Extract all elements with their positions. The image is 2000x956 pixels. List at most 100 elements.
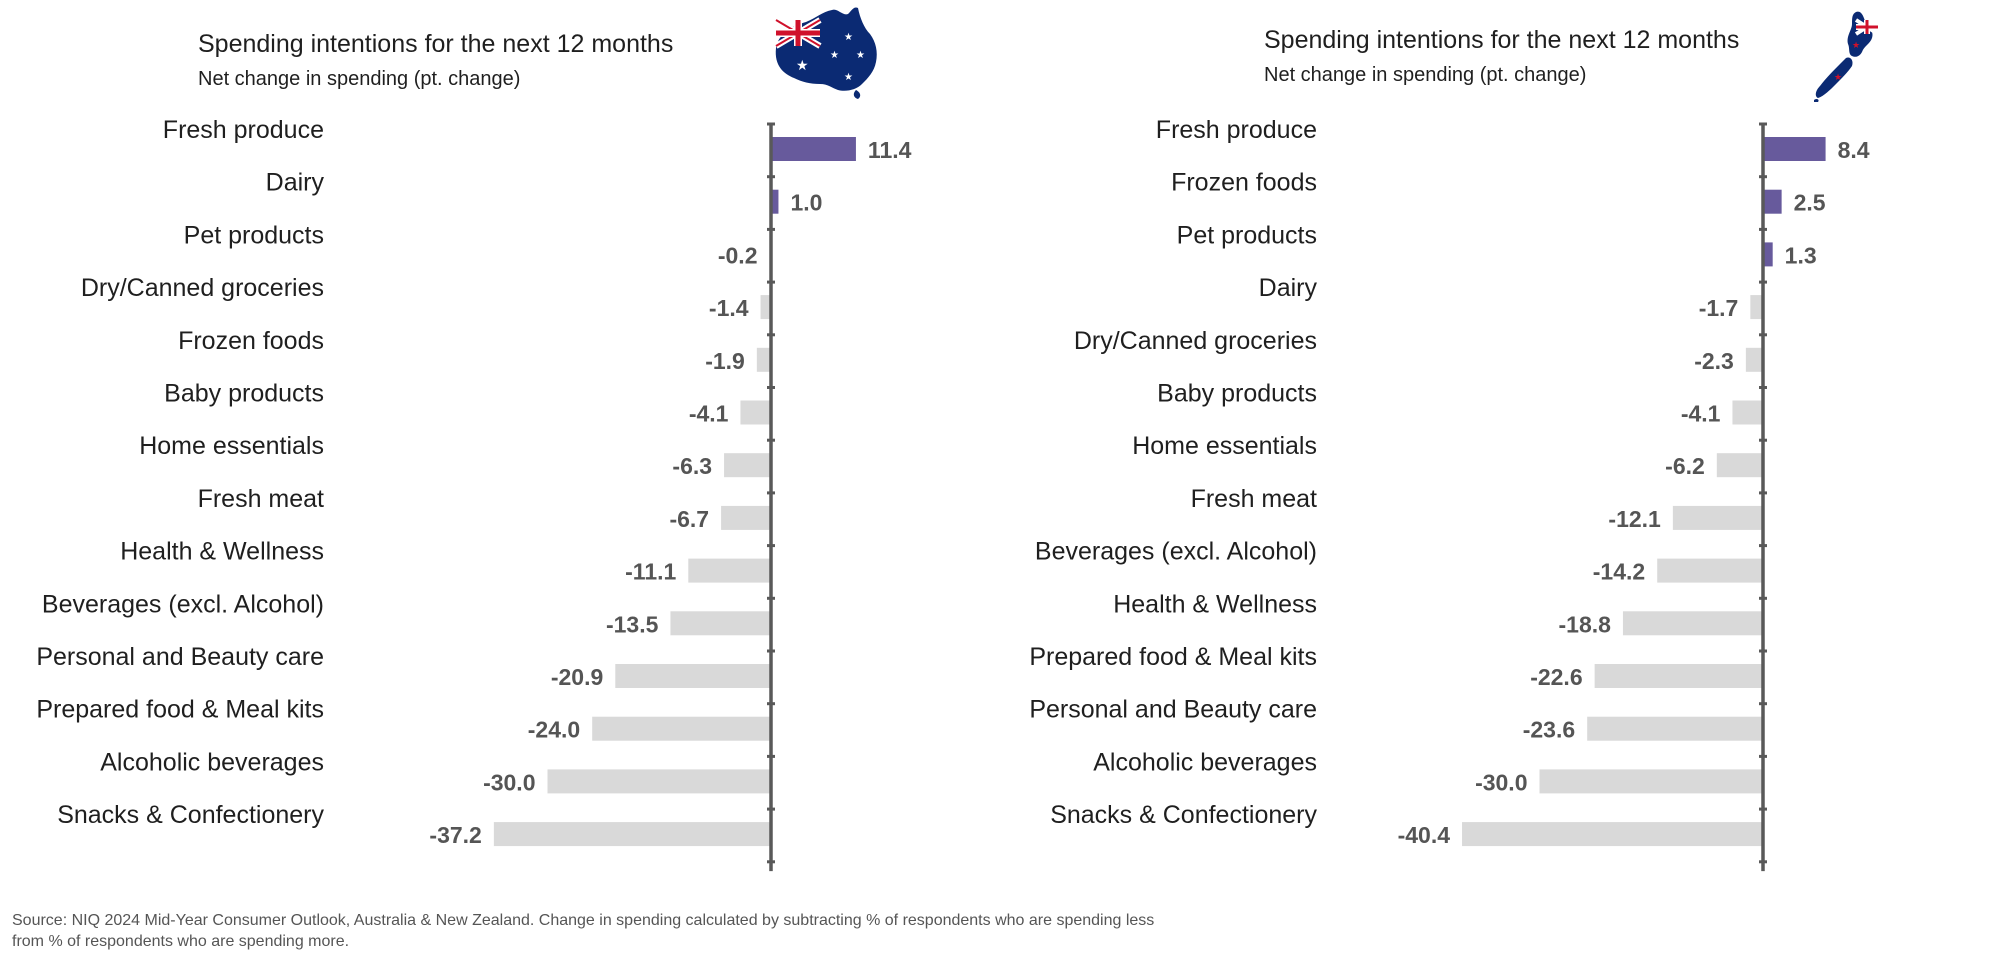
category-label: Prepared food & Meal kits: [1029, 643, 1317, 671]
category-label: Snacks & Confectionery: [57, 801, 324, 829]
category-label: Pet products: [184, 221, 324, 249]
australia-flag-icon: ★ ★ ★ ★ ★: [774, 7, 877, 99]
data-label: -6.3: [672, 453, 712, 479]
category-label: Fresh produce: [163, 116, 324, 144]
data-label: -1.4: [709, 295, 749, 321]
category-label: Dairy: [1259, 274, 1318, 302]
data-label: -37.2: [429, 822, 481, 848]
category-label: Alcoholic beverages: [100, 748, 324, 776]
bar: [1594, 664, 1763, 688]
source-note: Source: NIQ 2024 Mid-Year Consumer Outlo…: [12, 912, 1155, 950]
bar: [771, 137, 856, 161]
data-label: 11.4: [868, 137, 912, 163]
category-label: Fresh meat: [198, 485, 324, 513]
bar: [493, 822, 771, 847]
bar: [1745, 347, 1763, 372]
category-label: Beverages (excl. Alcohol): [42, 590, 324, 618]
bar: [1462, 822, 1763, 847]
svg-text:★: ★: [830, 50, 839, 61]
category-label: Beverages (excl. Alcohol): [1035, 538, 1317, 566]
svg-text:★: ★: [1834, 73, 1842, 83]
data-label: -14.2: [1593, 559, 1645, 585]
data-label: -6.7: [669, 506, 709, 532]
category-label: Frozen foods: [178, 327, 324, 355]
data-label: -24.0: [528, 717, 580, 743]
bar: [724, 453, 771, 478]
category-label: Dry/Canned groceries: [1074, 327, 1317, 355]
data-label: 2.5: [1794, 190, 1826, 216]
data-label: -1.7: [1699, 295, 1739, 321]
data-label: -1.9: [705, 348, 745, 374]
chart-panel-new-zealand: Spending intentions for the next 12 mont…: [1000, 0, 2000, 880]
data-label: 1.0: [790, 190, 822, 216]
svg-text:★: ★: [796, 58, 809, 74]
svg-text:★: ★: [856, 50, 865, 61]
data-label: -20.9: [551, 664, 603, 690]
bar: [1716, 453, 1763, 478]
bar: [760, 295, 771, 320]
bar: [771, 189, 779, 214]
bar: [547, 769, 771, 794]
data-label: -4.1: [689, 401, 729, 427]
new-zealand-flag-icon: ★ ★: [1814, 11, 1880, 102]
bar: [1732, 400, 1763, 425]
data-label: -40.4: [1398, 822, 1451, 848]
bar-charts: Fresh produce 11.4 Dairy 1.0 Pet products -0.…: [36, 116, 1870, 872]
data-label: -30.0: [1475, 769, 1527, 795]
category-label: Dairy: [266, 169, 325, 197]
chart-panel-australia: Spending intentions for the next 12 mont…: [0, 0, 1000, 880]
bar: [615, 664, 771, 688]
category-label: Frozen foods: [1171, 169, 1317, 197]
bar: [740, 400, 771, 425]
svg-text:★: ★: [1852, 41, 1860, 51]
bar: [1763, 137, 1826, 161]
data-label: -30.0: [483, 769, 535, 795]
data-label: 8.4: [1838, 137, 1870, 163]
chart-subtitle: Net change in spending (pt. change): [1264, 64, 1587, 86]
svg-text:★: ★: [844, 72, 853, 83]
data-label: -22.6: [1530, 664, 1582, 690]
svg-text:★: ★: [844, 32, 853, 43]
chart-subtitle: Net change in spending (pt. change): [198, 68, 521, 90]
data-label: -12.1: [1608, 506, 1661, 532]
bar: [1539, 769, 1763, 794]
category-label: Dry/Canned groceries: [81, 274, 324, 302]
data-label: -23.6: [1523, 717, 1575, 743]
category-label: Fresh produce: [1156, 116, 1317, 144]
data-label: -18.8: [1559, 611, 1612, 637]
data-label: -11.1: [625, 559, 676, 585]
chart-title: Spending intentions for the next 12 mont…: [198, 30, 674, 58]
bar: [1657, 558, 1763, 583]
data-label: -13.5: [606, 611, 659, 637]
category-label: Snacks & Confectionery: [1050, 801, 1317, 829]
category-label: Fresh meat: [1191, 485, 1317, 513]
data-label: -4.1: [1681, 401, 1721, 427]
category-label: Health & Wellness: [120, 538, 324, 566]
bar: [1750, 295, 1763, 320]
bar: [1763, 189, 1782, 214]
category-label: Alcoholic beverages: [1093, 748, 1317, 776]
category-label: Baby products: [1157, 380, 1317, 408]
data-label: -6.2: [1665, 453, 1705, 479]
category-label: Home essentials: [1132, 432, 1317, 460]
data-label: 1.3: [1785, 242, 1817, 268]
data-label: -2.3: [1694, 348, 1734, 374]
bar: [670, 611, 771, 636]
bar: [688, 558, 771, 583]
bar: [592, 716, 771, 741]
category-label: Baby products: [164, 380, 324, 408]
bar: [721, 505, 771, 530]
category-label: Personal and Beauty care: [36, 643, 324, 671]
category-label: Personal and Beauty care: [1029, 696, 1317, 724]
bar: [1672, 505, 1763, 530]
bar: [1763, 242, 1773, 267]
category-label: Pet products: [1177, 221, 1317, 249]
chart-title: Spending intentions for the next 12 mont…: [1264, 26, 1740, 54]
category-label: Health & Wellness: [1113, 590, 1317, 618]
category-label: Prepared food & Meal kits: [36, 696, 324, 724]
category-label: Home essentials: [139, 432, 324, 460]
bar: [756, 347, 771, 372]
bar: [1587, 716, 1763, 741]
bar: [1622, 611, 1763, 636]
data-label: -0.2: [718, 242, 758, 268]
